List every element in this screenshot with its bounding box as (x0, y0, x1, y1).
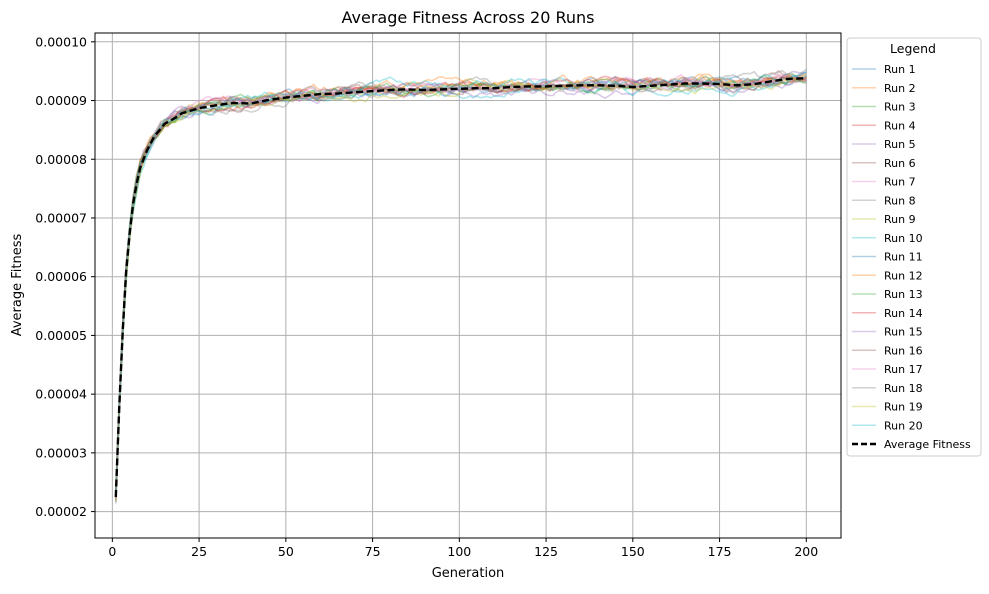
average-fitness-line (114, 77, 807, 497)
run-line (115, 73, 807, 502)
run-line (115, 74, 807, 499)
legend-label: Run 3 (884, 101, 916, 114)
run-line (115, 79, 807, 499)
legend-frame (846, 37, 982, 457)
y-tick-label: 0.00002 (35, 504, 87, 519)
y-axis-label: Average Fitness (10, 234, 25, 337)
run-line (115, 73, 807, 500)
run-line (115, 75, 807, 498)
run-line (115, 71, 807, 494)
legend-label: Run 7 (884, 176, 916, 189)
y-tick-label: 0.00009 (35, 93, 87, 108)
legend-label: Run 12 (884, 269, 923, 282)
x-tick-label: 25 (191, 544, 207, 559)
run-line (115, 74, 807, 494)
legend-label: Run 19 (884, 401, 923, 414)
legend-label: Run 16 (884, 344, 923, 357)
legend-label: Run 4 (884, 119, 916, 132)
y-tick-label: 0.00003 (35, 445, 87, 460)
legend-label: Run 6 (884, 157, 916, 170)
y-tick-label: 0.00010 (35, 34, 87, 49)
y-tick-label: 0.00004 (35, 387, 87, 402)
run-line (115, 77, 807, 504)
y-tick-label: 0.00006 (35, 269, 87, 284)
legend-label: Run 1 (884, 63, 916, 76)
x-tick-label: 200 (794, 544, 818, 559)
legend-label: Run 8 (884, 194, 916, 207)
legend-label: Run 13 (884, 288, 923, 301)
legend-label: Average Fitness (884, 438, 971, 451)
run-line (115, 75, 807, 494)
run-line (115, 73, 807, 496)
axis-ticks: 0 25 50 75 100 125 150 175 200 0.00002 0.00003 0.00… (35, 34, 818, 559)
legend-items: Run 1 Run 2 Run 3 Run 4 Run 5 Run 6 Run 7 Run 8… (852, 63, 971, 451)
x-tick-label: 50 (278, 544, 294, 559)
legend-label: Run 2 (884, 82, 916, 95)
run-line (115, 74, 807, 496)
y-tick-label: 0.00008 (35, 152, 87, 167)
run-line (115, 75, 807, 500)
run-line (115, 68, 807, 496)
average-line-group (114, 77, 807, 497)
x-tick-label: 175 (708, 544, 732, 559)
legend-label: Run 14 (884, 307, 923, 320)
x-axis-label: Generation (432, 566, 505, 581)
run-line (115, 76, 807, 495)
legend-label: Run 18 (884, 382, 923, 395)
x-tick-label: 100 (447, 544, 471, 559)
plot-frame (94, 32, 842, 539)
legend-label: Run 5 (884, 138, 916, 151)
grid-lines (95, 33, 841, 538)
legend-label: Run 10 (884, 232, 923, 245)
legend-title: Legend (890, 41, 936, 56)
legend-label: Run 15 (884, 326, 923, 339)
run-line (115, 71, 807, 500)
y-tick-label: 0.00007 (35, 210, 87, 225)
run-line (115, 72, 807, 502)
legend-label: Run 11 (884, 251, 923, 264)
legend-label: Run 17 (884, 363, 923, 376)
chart-title: Average Fitness Across 20 Runs (342, 8, 595, 27)
x-tick-label: 125 (534, 544, 558, 559)
legend-label: Run 9 (884, 213, 916, 226)
run-lines (115, 68, 807, 504)
legend-label: Run 20 (884, 419, 923, 432)
y-tick-label: 0.00005 (35, 328, 87, 343)
run-line (115, 72, 807, 489)
x-tick-label: 0 (108, 544, 116, 559)
run-line (115, 69, 807, 497)
x-tick-label: 150 (621, 544, 645, 559)
run-line (115, 77, 807, 492)
run-line (115, 70, 807, 493)
x-tick-label: 75 (365, 544, 381, 559)
